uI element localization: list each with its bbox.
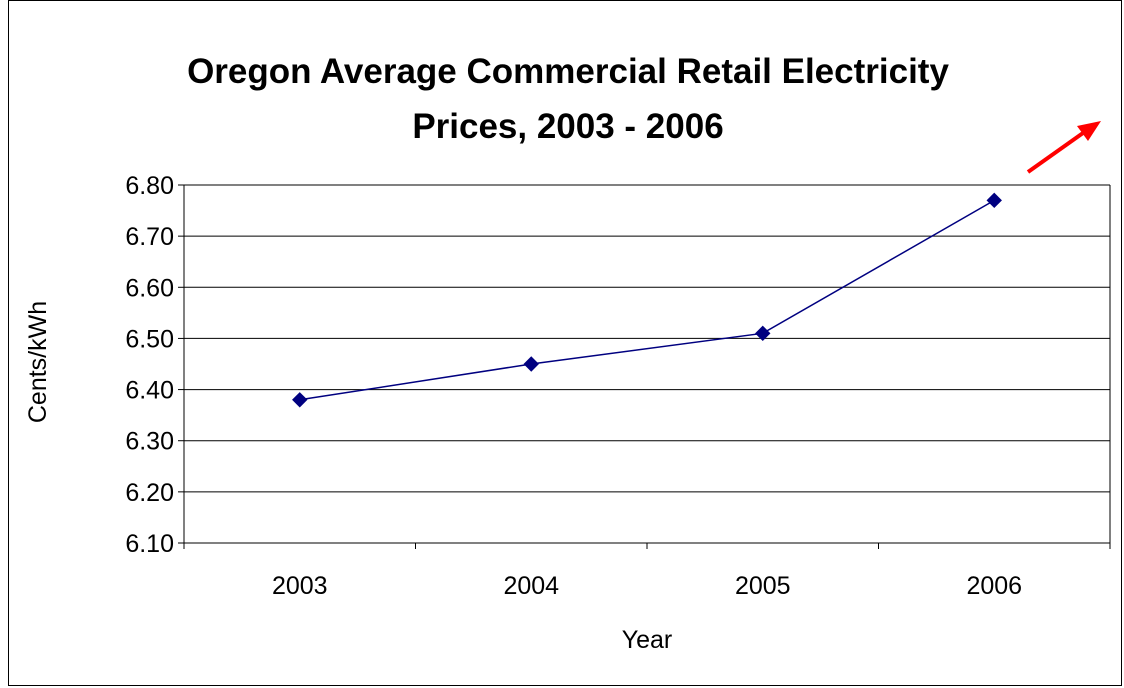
y-tick-label: 6.50 <box>125 325 174 353</box>
plot-area <box>183 185 1111 544</box>
y-tick-label: 6.80 <box>125 172 174 200</box>
y-tick-label: 6.70 <box>125 223 174 251</box>
series-line-group <box>292 192 1002 408</box>
annotation-arrow <box>1026 121 1101 174</box>
chart-frame <box>8 0 1122 686</box>
data-point-marker <box>986 192 1002 209</box>
arrow-shaft <box>1026 131 1085 174</box>
gridlines <box>184 184 1110 544</box>
x-tick-label: 2006 <box>966 572 1022 600</box>
y-tick-label: 6.40 <box>125 377 174 405</box>
y-tick-label: 6.60 <box>125 274 174 302</box>
data-point-marker <box>523 356 539 372</box>
chart-title-line-2: Prices, 2003 - 2006 <box>412 107 723 146</box>
series-line <box>299 199 995 401</box>
arrow-head <box>1077 121 1101 141</box>
y-tick-label: 6.20 <box>125 479 174 507</box>
x-axis-title: Year <box>622 626 673 654</box>
data-point-marker <box>292 392 308 408</box>
chart-title-line-1: Oregon Average Commercial Retail Electri… <box>187 52 949 91</box>
chart-title: Oregon Average Commercial Retail Electri… <box>187 52 949 146</box>
x-tick-label: 2003 <box>272 572 328 600</box>
x-axis-ticks: 2003 2004 2005 2006 <box>183 543 1111 600</box>
y-axis-ticks: 6.10 6.20 6.30 6.40 6.50 6.60 6.70 6.80 <box>125 172 184 558</box>
data-point-marker <box>755 325 771 342</box>
y-axis-title: Cents/kWh <box>24 301 52 423</box>
x-tick-label: 2004 <box>503 572 559 600</box>
x-tick-label: 2005 <box>735 572 791 600</box>
y-tick-label: 6.10 <box>125 530 174 558</box>
y-tick-label: 6.30 <box>125 428 174 456</box>
